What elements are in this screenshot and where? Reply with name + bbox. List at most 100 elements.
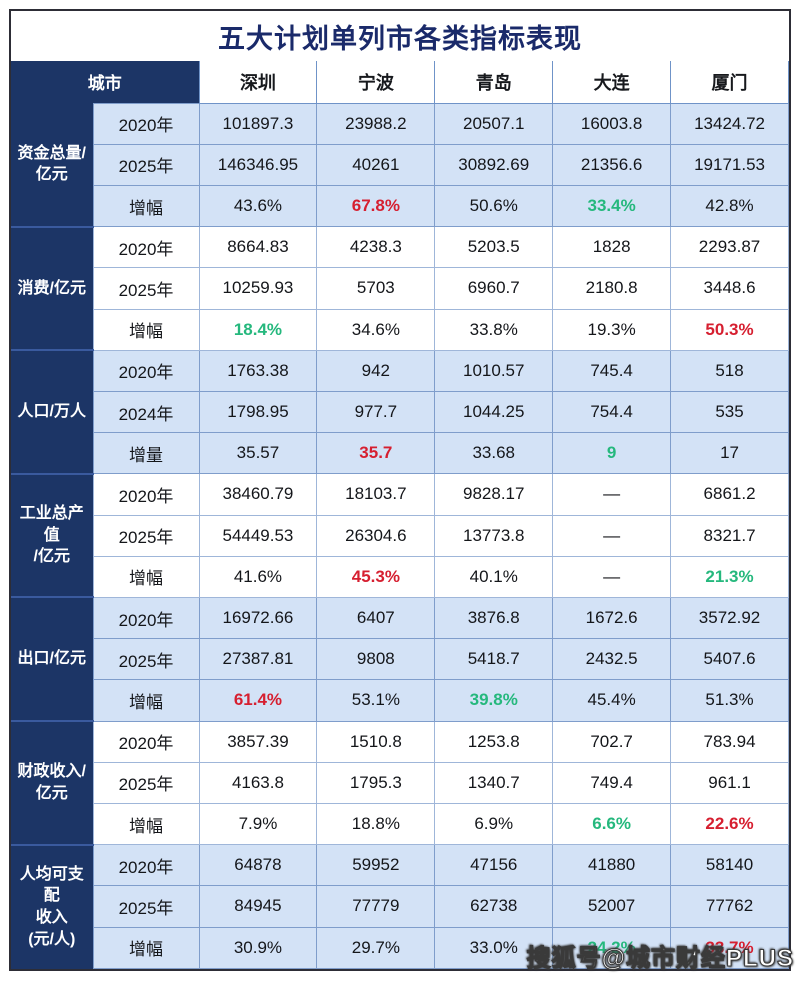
value-cell: — — [552, 514, 672, 557]
year-label: 增幅 — [92, 679, 200, 722]
year-label: 2020年 — [92, 596, 200, 640]
value-cell: 33.4% — [552, 184, 672, 228]
header-row: 城市 深圳 宁波 青岛 大连 厦门 — [11, 61, 789, 104]
year-label: 2020年 — [92, 473, 200, 516]
value-cell: 2180.8 — [552, 267, 672, 310]
value-cell: 38460.79 — [198, 473, 318, 516]
table-row: 人均可支配 收入 (元/人) 2020年 64878 59952 47156 41880 5… — [11, 843, 789, 969]
year-label: 增量 — [92, 432, 200, 475]
year-label: 2025年 — [92, 638, 200, 681]
value-cell: 33.7% — [670, 926, 789, 970]
header-corner-city: 城市 — [11, 61, 199, 103]
value-cell: 41.6% — [198, 555, 318, 598]
value-cell: 9808 — [316, 638, 436, 681]
value-cell: 3572.92 — [670, 596, 789, 640]
value-cell: 9828.17 — [434, 473, 554, 516]
value-cell: 5703 — [316, 267, 436, 310]
value-cell: 18103.7 — [316, 473, 436, 516]
value-cell: 29.7% — [316, 926, 436, 970]
value-cell: 745.4 — [552, 349, 672, 392]
value-cell: 3857.39 — [198, 720, 318, 763]
value-cell: 20507.1 — [434, 102, 554, 145]
value-cell: 40261 — [316, 143, 436, 186]
value-cell: 17 — [670, 432, 789, 475]
value-cell: 6407 — [316, 596, 436, 640]
value-cell: — — [552, 473, 672, 516]
value-cell: 24.2% — [552, 926, 672, 970]
table-row: 2025年 146346.95 40261 30892.69 21356.6 19171.… — [11, 143, 789, 186]
value-cell: 6960.7 — [434, 267, 554, 310]
table-row: 2025年 84945 77779 62738 52007 77762 — [11, 885, 789, 928]
table-row: 2025年 27387.81 9808 5418.7 2432.5 5407.6 — [11, 638, 789, 681]
indicator-label: 财政收入/ 亿元 — [11, 720, 93, 845]
value-cell: 5407.6 — [670, 638, 789, 681]
value-cell: 1010.57 — [434, 349, 554, 392]
value-cell: 39.8% — [434, 679, 554, 722]
value-cell: 5203.5 — [434, 226, 554, 269]
value-cell: 26304.6 — [316, 514, 436, 557]
value-cell: 8664.83 — [198, 226, 318, 269]
value-cell: 67.8% — [316, 184, 436, 228]
indicator-label: 工业总产值 /亿元 — [11, 472, 93, 598]
value-cell: 6861.2 — [670, 473, 789, 516]
value-cell: 7.9% — [198, 802, 318, 846]
value-cell: 8321.7 — [670, 514, 789, 557]
value-cell: 6.6% — [552, 802, 672, 846]
value-cell: 30.9% — [198, 926, 318, 970]
table-row: 增幅 7.9% 18.8% 6.9% 6.6% 22.6% — [11, 802, 789, 846]
year-label: 增幅 — [92, 184, 200, 228]
table-row: 2025年 4163.8 1795.3 1340.7 749.4 961.1 — [11, 761, 789, 804]
indicator-label: 消费/亿元 — [11, 225, 93, 351]
watermark: 搜狐号@城市财经PLUS — [526, 945, 794, 973]
value-cell: 84945 — [198, 885, 318, 928]
year-label: 2020年 — [92, 720, 200, 763]
year-label: 2025年 — [92, 267, 200, 310]
table-row: 工业总产值 /亿元 2020年 38460.79 18103.7 9828.17—686… — [11, 472, 789, 598]
table-row: 增幅 30.9% 29.7% 33.0% 24.2% 33.7% — [11, 926, 789, 970]
value-cell: 21356.6 — [552, 143, 672, 186]
value-cell: 535 — [670, 390, 789, 434]
value-cell: 18.8% — [316, 802, 436, 846]
value-cell: 16972.66 — [198, 596, 318, 640]
value-cell: 34.6% — [316, 308, 436, 351]
value-cell: 3876.8 — [434, 596, 554, 640]
value-cell: 4163.8 — [198, 761, 318, 804]
table-row: 2025年 10259.93 5703 6960.7 2180.8 3448.6 — [11, 267, 789, 310]
value-cell: 1044.25 — [434, 390, 554, 434]
indicator-label: 人均可支配 收入 (元/人) — [11, 843, 93, 969]
value-cell: 942 — [316, 349, 436, 392]
value-cell: 2432.5 — [552, 638, 672, 681]
value-cell: 1798.95 — [198, 390, 318, 434]
year-label: 2025年 — [92, 885, 200, 928]
year-label: 增幅 — [92, 555, 200, 598]
indicator-label: 出口/亿元 — [11, 596, 93, 722]
value-cell: 54449.53 — [198, 514, 318, 557]
value-cell: 35.57 — [198, 432, 318, 475]
value-cell: 51.3% — [670, 679, 789, 722]
page-title: 五大计划单列市各类指标表现 — [218, 23, 582, 54]
table-row: 2024年 1798.95 977.7 1044.25 754.4 535 — [11, 390, 789, 434]
value-cell: 59952 — [316, 844, 436, 887]
year-label: 2020年 — [92, 102, 200, 145]
value-cell: 50.3% — [670, 308, 789, 351]
value-cell: 3448.6 — [670, 267, 789, 310]
value-cell: 19171.53 — [670, 143, 789, 186]
value-cell: 10259.93 — [198, 267, 318, 310]
value-cell: 2293.87 — [670, 226, 789, 269]
value-cell: 21.3% — [670, 555, 789, 598]
value-cell: 33.68 — [434, 432, 554, 475]
value-cell: 1253.8 — [434, 720, 554, 763]
value-cell: 961.1 — [670, 761, 789, 804]
header-city-ningbo: 宁波 — [316, 61, 436, 104]
value-cell: 58140 — [670, 844, 789, 887]
title-bar: 五大计划单列市各类指标表现 — [11, 11, 789, 61]
table-row: 2025年 54449.53 26304.6 13773.8—8321.7 — [11, 514, 789, 557]
value-cell: 41880 — [552, 844, 672, 887]
value-cell: — — [552, 555, 672, 598]
value-cell: 6.9% — [434, 802, 554, 846]
table-row: 增幅 43.6% 67.8% 50.6% 33.4% 42.8% — [11, 184, 789, 228]
table-row: 人口/万人 2020年 1763.38 942 1010.57 745.4 518 — [11, 349, 789, 474]
value-cell: 19.3% — [552, 308, 672, 351]
year-label: 2020年 — [92, 844, 200, 887]
value-cell: 47156 — [434, 844, 554, 887]
